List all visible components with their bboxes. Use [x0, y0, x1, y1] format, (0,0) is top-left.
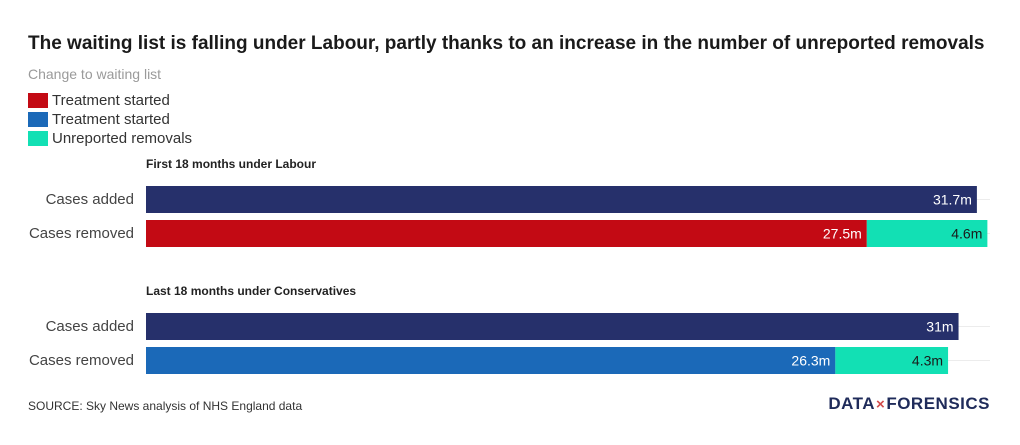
group-title-labour: First 18 months under Labour: [146, 157, 317, 171]
row-label-cases-added: Cases added: [45, 318, 134, 335]
row-label-cases-added: Cases added: [45, 191, 134, 208]
bar-segment: [146, 313, 959, 340]
bar-segment: [146, 220, 867, 247]
data-forensics-logo: DATA×FORENSICS: [828, 394, 990, 414]
chart-subtitle: Change to waiting list: [28, 66, 162, 82]
legend-item-treatment-started-blue: Treatment started: [28, 110, 192, 129]
chart-title: The waiting list is falling under Labour…: [28, 33, 985, 54]
legend-item-unreported-removals: Unreported removals: [28, 129, 192, 148]
legend-label: Unreported removals: [52, 130, 193, 147]
logo-text-data: DATA: [828, 394, 876, 413]
data-label: 31m: [926, 319, 953, 335]
source-note: SOURCE: Sky News analysis of NHS England…: [28, 399, 303, 413]
legend-swatch-teal: [28, 131, 48, 146]
legend-label: Treatment started: [52, 92, 170, 109]
group-title-conservatives: Last 18 months under Conservatives: [146, 284, 357, 298]
data-label: 31.7m: [933, 192, 972, 208]
bar-segment: [835, 347, 949, 374]
data-label: 4.3m: [912, 353, 943, 369]
legend-label: Treatment started: [52, 111, 170, 128]
logo-cross: ×: [876, 396, 886, 413]
data-label: 27.5m: [823, 226, 862, 242]
legend-swatch-red: [28, 93, 48, 108]
logo-text-forensics: FORENSICS: [886, 394, 990, 413]
row-label-cases-removed: Cases removed: [28, 225, 134, 242]
legend-swatch-blue: [28, 112, 48, 127]
row-label-cases-removed: Cases removed: [28, 352, 134, 369]
bar-segment: [866, 220, 988, 247]
legend: Treatment started Treatment started Unre…: [28, 91, 192, 148]
data-label: 26.3m: [791, 353, 830, 369]
bar-segment: [146, 347, 836, 374]
legend-item-treatment-started-red: Treatment started: [28, 91, 192, 110]
data-label: 4.6m: [951, 226, 982, 242]
bar-segment: [146, 186, 977, 213]
